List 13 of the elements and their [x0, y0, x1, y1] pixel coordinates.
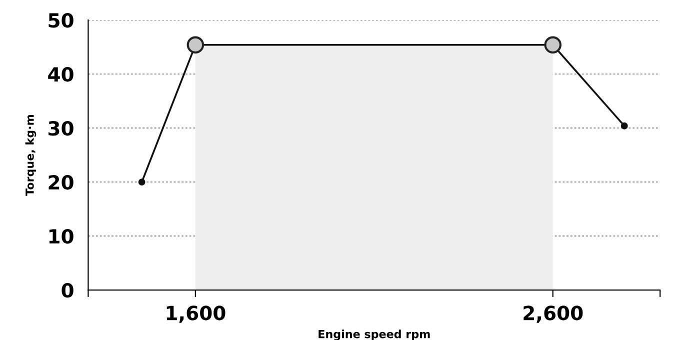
y-tick-label: 30	[48, 121, 74, 136]
x-tick-label: 1,600	[166, 306, 226, 323]
point	[544, 36, 562, 54]
point	[138, 178, 146, 186]
y-axis-title: Torque, kg·m	[25, 114, 36, 196]
y-tick-label: 0	[62, 282, 74, 298]
y-tick-label: 40	[48, 67, 74, 82]
x-tick-label: 2,600	[524, 306, 583, 323]
point	[620, 122, 628, 130]
y-tick-label: 20	[48, 174, 74, 190]
y-tick-label: 50	[48, 13, 74, 28]
y-tick-label: 10	[49, 228, 74, 244]
point	[186, 36, 204, 54]
